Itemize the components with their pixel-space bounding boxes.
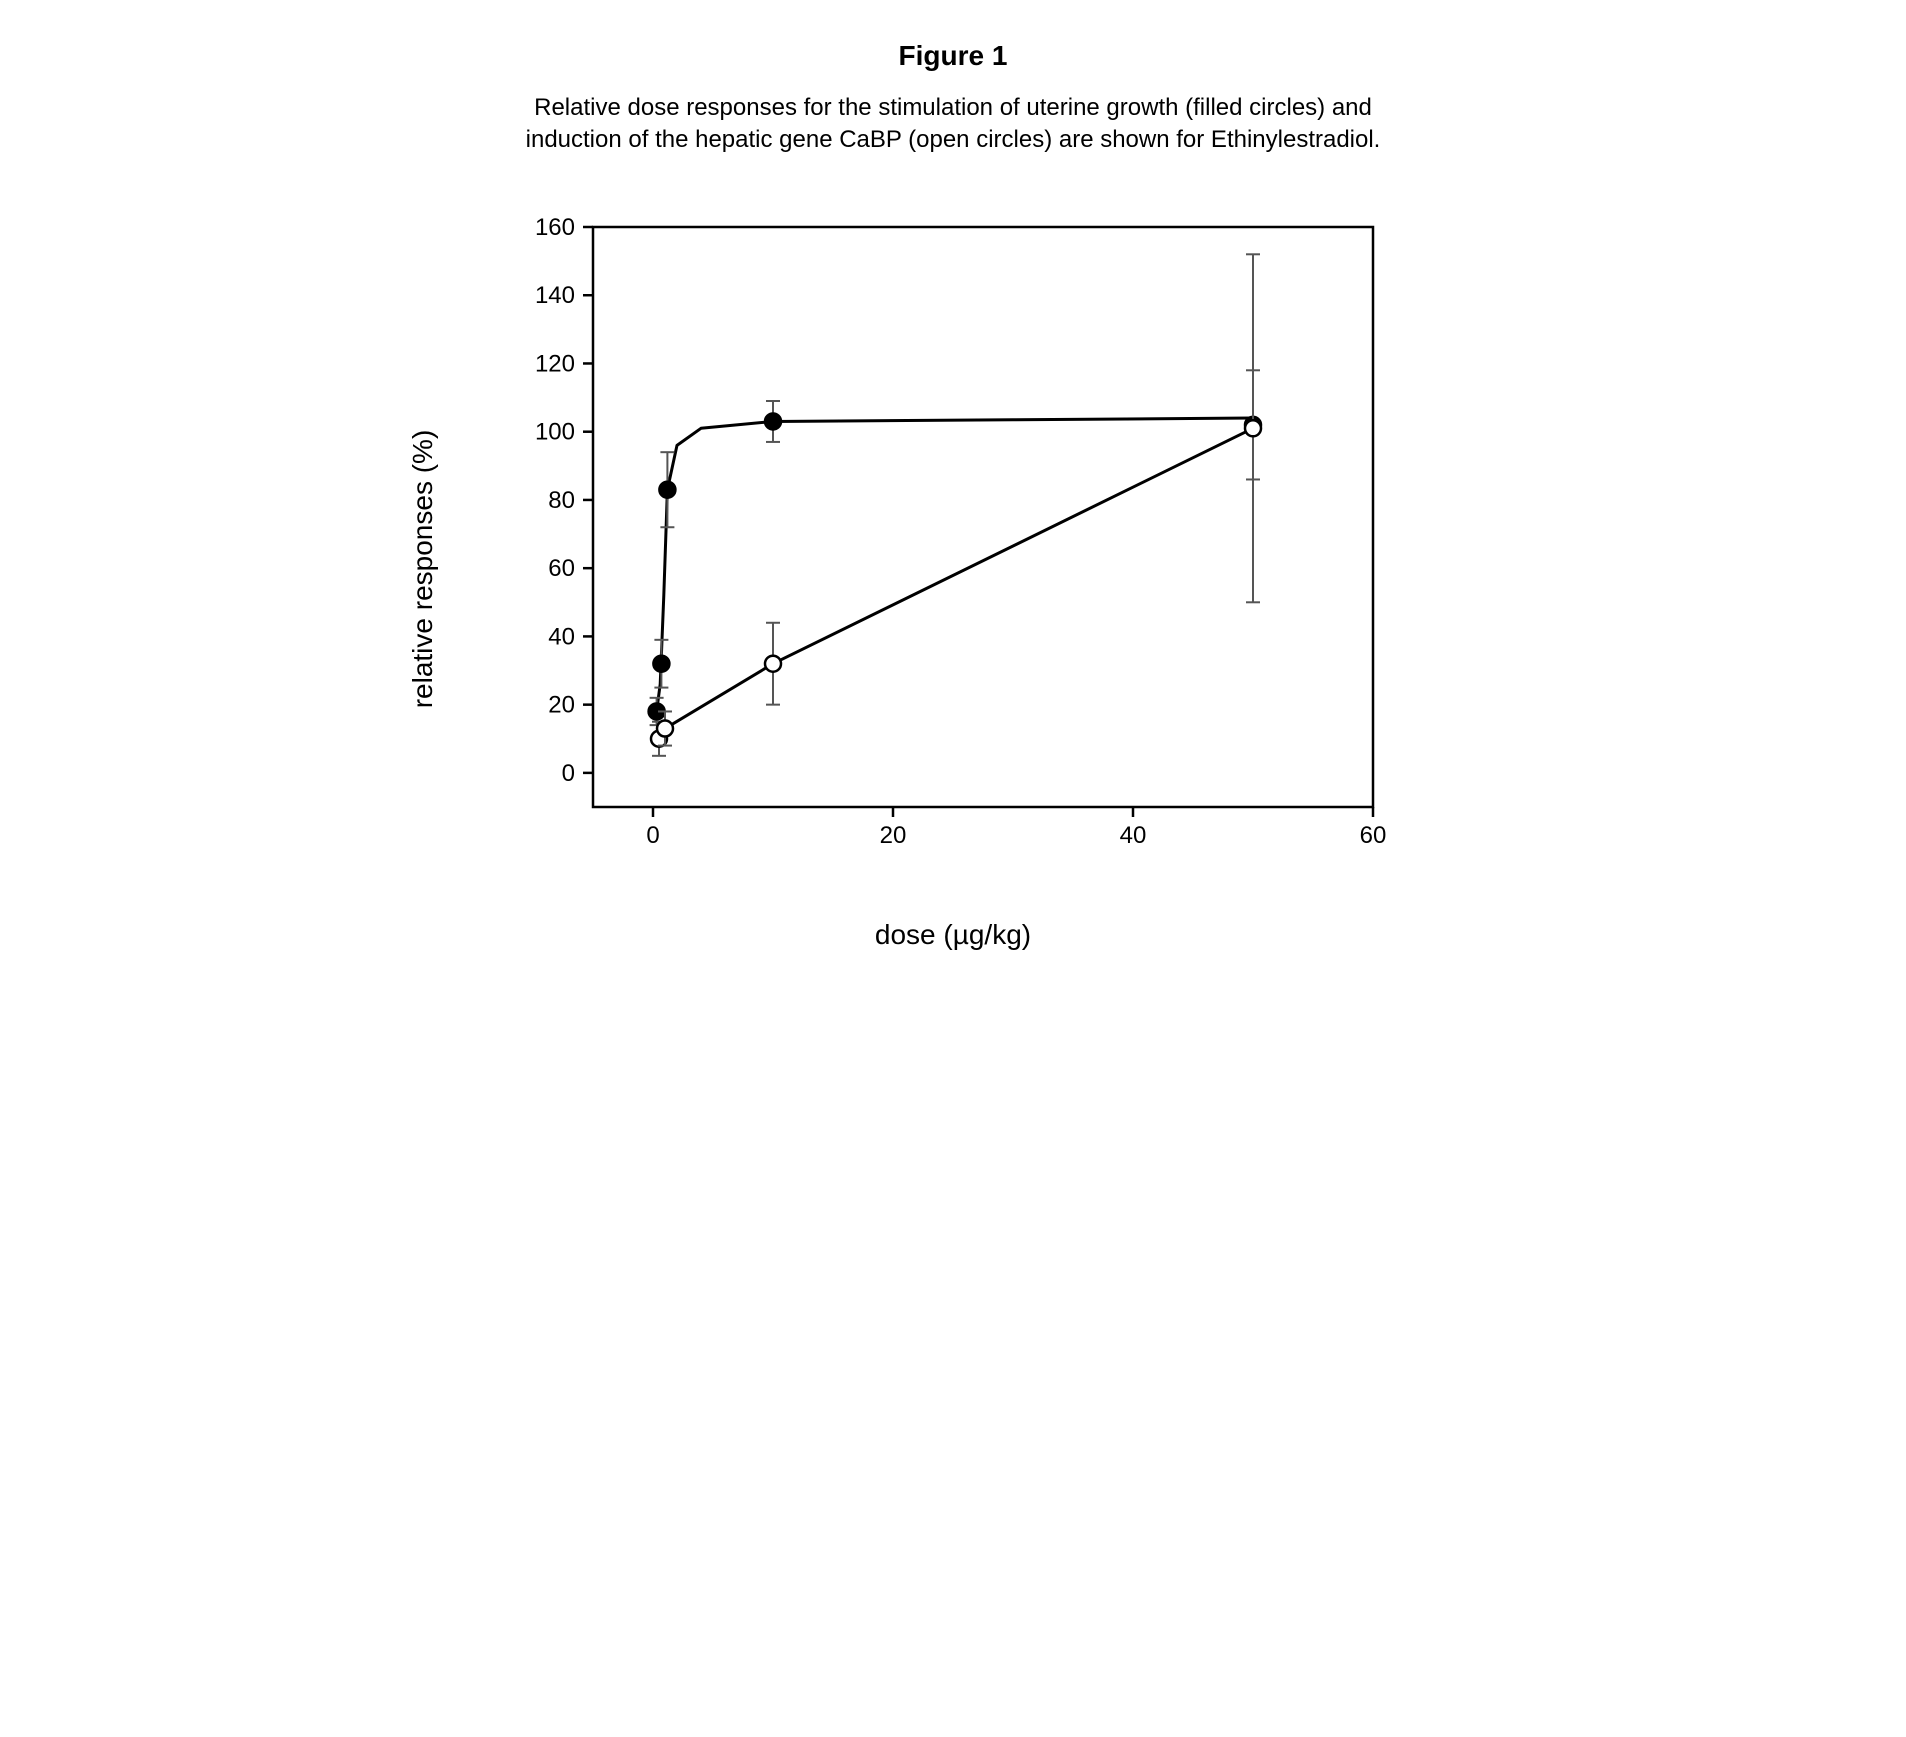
y-tick-label: 160 [535, 214, 575, 241]
y-tick-label: 120 [535, 350, 575, 377]
y-tick-label: 80 [548, 487, 575, 514]
x-tick-label: 40 [1120, 822, 1147, 849]
y-tick-label: 140 [535, 282, 575, 309]
x-tick-label: 60 [1360, 822, 1387, 849]
y-tick-label: 0 [562, 760, 575, 787]
marker-uterine-growth-filled [765, 413, 781, 429]
y-tick-label: 60 [548, 555, 575, 582]
marker-cabp-open [1245, 420, 1261, 436]
figure-caption: Relative dose responses for the stimulat… [503, 92, 1403, 157]
figure-title: Figure 1 [353, 40, 1553, 72]
marker-cabp-open [765, 655, 781, 671]
marker-uterine-growth-filled [653, 655, 669, 671]
figure-container: Figure 1 Relative dose responses for the… [353, 40, 1553, 951]
chart-holder: relative responses (%) 02040608010012014… [473, 187, 1433, 951]
x-tick-label: 20 [880, 822, 907, 849]
x-axis-label: dose (µg/kg) [473, 919, 1433, 951]
marker-uterine-growth-filled [659, 481, 675, 497]
y-axis-label: relative responses (%) [407, 430, 439, 709]
y-tick-label: 100 [535, 418, 575, 445]
plot-area [593, 227, 1373, 807]
dose-response-chart: 0 20 40 60 80 100 120 140 160 0 20 40 60 [473, 187, 1433, 907]
y-tick-label: 40 [548, 623, 575, 650]
marker-cabp-open [657, 720, 673, 736]
y-tick-label: 20 [548, 691, 575, 718]
x-tick-label: 0 [646, 822, 659, 849]
